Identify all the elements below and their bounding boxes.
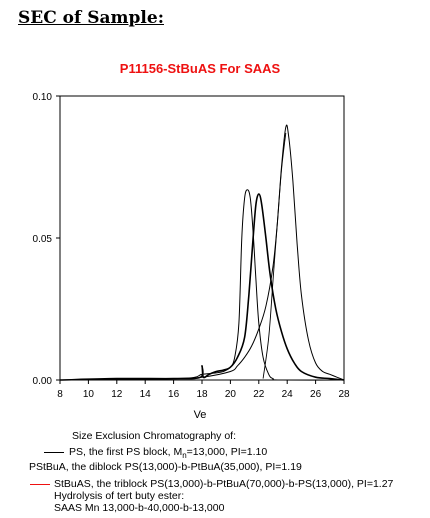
page-heading: SEC of Sample: [18, 8, 164, 28]
x-tick-label: 22 [253, 389, 265, 400]
series-layer [59, 124, 345, 381]
x-tick-label: 28 [338, 389, 350, 400]
x-tick-label: 24 [282, 389, 294, 400]
x-tick-label: 12 [111, 389, 123, 400]
series-line-1 [59, 189, 345, 381]
x-tick-label: 16 [168, 389, 180, 400]
plot-frame [59, 95, 345, 381]
legend-line-ps [44, 452, 64, 453]
x-tick-label: 20 [225, 389, 237, 400]
y-tick-label: 0.05 [33, 234, 53, 245]
x-tick-label: 18 [196, 389, 208, 400]
ticks-layer: 8 10 12 14 16 18 20 22 24 26 28 0.00 0.05 0.10 [33, 92, 350, 400]
caption-intro: Size Exclusion Chromatography of: [72, 430, 236, 442]
x-tick-label: 10 [83, 389, 95, 400]
caption-triblock: StBuAS, the triblock PS(13,000)-b-PtBuA(… [54, 478, 394, 490]
y-tick-label: 0.00 [33, 376, 53, 387]
x-axis-label: Ve [194, 409, 207, 420]
y-tick-label: 0.10 [33, 92, 53, 103]
x-tick-label: 8 [57, 389, 63, 400]
series-line-2 [59, 193, 345, 381]
caption-ps-post: =13,000, PI=1.10 [186, 446, 268, 458]
caption-hydrolysis: Hydrolysis of tert buty ester: [54, 490, 185, 502]
series-line-3 [59, 124, 345, 381]
caption-diblock: PStBuA, the diblock PS(13,000)-b-PtBuA(3… [29, 461, 302, 473]
caption-ps-pre: PS, the first PS block, M [69, 446, 183, 458]
sec-chart: P11156-StBuAS For SAAS 8 10 12 14 16 18 20 22 24… [33, 61, 350, 420]
caption-ps-sub: n [182, 451, 187, 461]
plot-border [59, 95, 345, 381]
series-line-4 [262, 132, 287, 379]
caption-saas: SAAS Mn 13,000-b-40,000-b-13,000 [54, 502, 225, 514]
x-tick-label: 14 [140, 389, 152, 400]
x-tick-label: 26 [310, 389, 322, 400]
chart-title: P11156-StBuAS For SAAS [120, 61, 281, 76]
legend-line-triblock [30, 484, 50, 485]
caption-ps: PS, the first PS block, Mn=13,000, PI=1.… [69, 446, 267, 462]
